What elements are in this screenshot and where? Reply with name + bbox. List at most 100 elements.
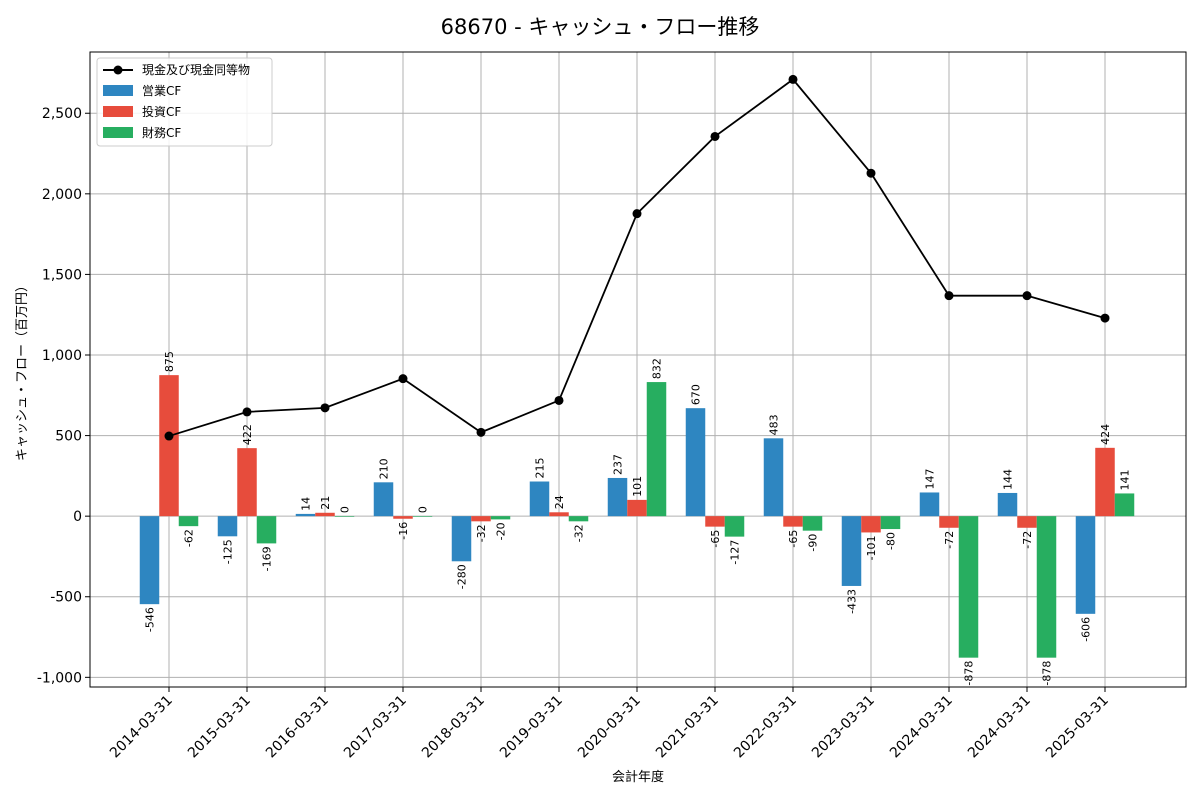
bar-label-operating: 670: [690, 384, 703, 405]
cash-line: [164, 74, 1110, 441]
bar-operating: [841, 516, 862, 586]
bar-label-operating: 483: [768, 414, 781, 435]
y-axis-ticks: -1,000 -500 0 500 1,000 1,500 2,000 2,500: [37, 106, 90, 686]
x-tick-label: 2024-03-31: [965, 693, 1034, 762]
y-tick-label: 0: [73, 509, 82, 525]
bar-label-operating: 237: [612, 454, 625, 475]
bar-label-financing: -32: [573, 524, 586, 542]
bar-label-investing: -101: [865, 535, 878, 560]
bar-label-investing: -16: [397, 522, 410, 540]
legend-line-marker: [113, 65, 123, 75]
bar-label-investing: -72: [1021, 531, 1034, 549]
bar-label-financing: 0: [339, 506, 352, 513]
bar-investing: [783, 516, 803, 527]
x-tick-label: 2017-03-31: [341, 693, 410, 762]
bar-label-financing: -62: [183, 529, 196, 547]
bar-operating: [997, 492, 1018, 517]
bar-label-financing: 832: [651, 358, 664, 379]
bar-label-operating: -546: [144, 607, 157, 632]
grid: [90, 52, 1186, 687]
bar-operating: [217, 516, 238, 537]
x-axis-label: 会計年度: [612, 769, 664, 785]
bar-investing: [705, 516, 725, 527]
bar-operating: [607, 477, 628, 517]
cash-line-point: [1022, 291, 1032, 301]
x-tick-label: 2015-03-31: [185, 693, 254, 762]
bar-financing: [1036, 516, 1057, 658]
y-tick-label: -1,000: [37, 670, 82, 686]
bar-label-investing: 875: [163, 351, 176, 372]
bar-label-investing: 422: [241, 424, 254, 445]
bar-label-financing: 141: [1119, 469, 1132, 490]
bar-label-investing: 24: [553, 495, 566, 509]
bar-label-operating: -606: [1080, 617, 1093, 642]
bar-label-financing: -878: [1041, 661, 1054, 686]
x-tick-label: 2018-03-31: [419, 693, 488, 762]
legend-label-investing: 投資CF: [142, 104, 181, 119]
bar-label-financing: -169: [261, 546, 274, 571]
y-tick-label: 1,500: [42, 267, 82, 283]
bar-operating: [1075, 516, 1096, 614]
cash-line-point: [1100, 313, 1110, 323]
y-tick-label: 2,000: [42, 187, 82, 203]
bar-investing: [237, 448, 257, 517]
cash-line-point: [476, 427, 486, 437]
x-tick-label: 2022-03-31: [731, 693, 800, 762]
legend-label-operating: 営業CF: [142, 84, 181, 98]
bar-financing: [256, 516, 277, 544]
bar-operating: [763, 438, 784, 517]
bar-operating: [451, 516, 472, 562]
bar-operating: [685, 408, 706, 517]
bar-label-investing: -32: [475, 524, 488, 542]
plot-frame: [89, 51, 1187, 688]
bars: [139, 375, 1135, 658]
bar-financing: [880, 516, 901, 530]
bar-label-financing: -127: [729, 540, 742, 565]
y-tick-label: 2,500: [42, 106, 82, 122]
bar-operating: [373, 482, 394, 517]
cash-line-point: [554, 395, 564, 405]
y-axis-label: キャッシュ・フロー（百万円）: [15, 279, 30, 461]
legend-label-financing: 財務CF: [142, 125, 181, 140]
x-tick-label: 2023-03-31: [809, 693, 878, 762]
bar-label-financing: 0: [417, 506, 430, 513]
legend-swatch-investing: [103, 106, 133, 117]
bar-label-investing: -72: [943, 531, 956, 549]
bar-financing: [178, 516, 199, 527]
bar-operating: [919, 492, 940, 517]
legend: 現金及び現金同等物 営業CF 投資CF 財務CF: [96, 57, 273, 147]
bar-label-investing: 101: [631, 476, 644, 497]
bar-financing: [646, 382, 667, 517]
bar-financing: [412, 516, 433, 517]
bar-label-operating: -280: [456, 564, 469, 589]
chart-title: 68670 - キャッシュ・フロー推移: [441, 15, 760, 39]
bar-label-investing: -65: [709, 530, 722, 548]
legend-box: [96, 57, 273, 147]
x-tick-label: 2020-03-31: [575, 693, 644, 762]
cash-line-point: [164, 431, 174, 441]
bar-label-investing: -65: [787, 530, 800, 548]
bar-operating: [139, 516, 160, 605]
bar-label-operating: 215: [534, 458, 547, 479]
bar-label-operating: -125: [222, 539, 235, 564]
bar-financing: [568, 516, 589, 522]
cash-line-point: [710, 131, 720, 141]
bar-financing: [802, 516, 823, 531]
x-tick-label: 2016-03-31: [263, 693, 332, 762]
bar-investing: [549, 512, 569, 517]
bar-financing: [724, 516, 745, 537]
bar-investing: [627, 499, 647, 517]
bar-financing: [334, 516, 355, 517]
cash-line-point: [866, 168, 876, 178]
bar-label-financing: -90: [807, 534, 820, 552]
bar-label-operating: 144: [1002, 469, 1015, 490]
x-tick-label: 2019-03-31: [497, 693, 566, 762]
legend-label-cash: 現金及び現金同等物: [142, 62, 250, 77]
bar-financing: [958, 516, 979, 658]
bar-label-financing: -80: [885, 532, 898, 550]
bar-label-operating: -433: [846, 589, 859, 614]
x-tick-label: 2014-03-31: [107, 693, 176, 762]
bar-label-financing: -878: [963, 661, 976, 686]
